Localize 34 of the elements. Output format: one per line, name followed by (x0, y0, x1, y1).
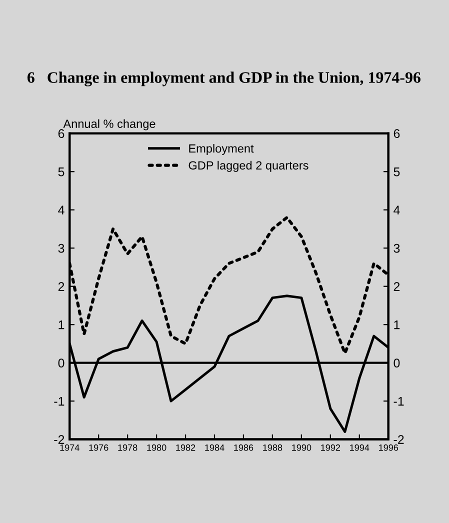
x-tick-label: 1986 (234, 444, 254, 451)
x-tick-label: 1996 (379, 444, 398, 451)
y-tick-label: 6 (58, 129, 64, 138)
y-tick-label: -2 (54, 435, 64, 444)
x-tick-label: 1984 (205, 444, 224, 451)
legend-label: Employment (189, 144, 254, 155)
chart-title: 6 Change in employment and GDP in the Union, 1974-96 (27, 72, 420, 86)
y2-tick-label: 1 (394, 320, 400, 330)
y2-tick-label: 6 (394, 129, 400, 138)
y2-tick-label: -1 (394, 397, 404, 406)
y-axis-title: Annual % change (63, 119, 156, 130)
y-tick-label: 0 (58, 358, 64, 368)
y2-tick-label: 5 (394, 168, 400, 176)
y2-tick-label: 4 (394, 206, 400, 214)
y-tick-label: 5 (58, 168, 64, 176)
x-tick-label: 1988 (263, 444, 282, 451)
x-tick-label: 1978 (118, 444, 138, 451)
x-tick-label: 1990 (292, 444, 312, 451)
x-tick-label: 1980 (147, 444, 166, 451)
y2-tick-label: 2 (394, 282, 400, 291)
x-tick-label: 1982 (176, 444, 196, 451)
y-tick-label: 2 (58, 282, 64, 291)
y-tick-label: 3 (58, 244, 64, 253)
y2-tick-label: 0 (394, 358, 400, 368)
y2-tick-label: -2 (394, 435, 404, 444)
x-tick-label: 1994 (350, 444, 370, 451)
y-tick-label: 1 (58, 320, 64, 330)
y-tick-label: -1 (54, 397, 64, 406)
x-tick-label: 1974 (60, 444, 80, 451)
legend-label: GDP lagged 2 quarters (188, 160, 308, 172)
y2-tick-label: 3 (394, 244, 400, 253)
y-tick-label: 4 (58, 206, 64, 214)
x-tick-label: 1976 (89, 444, 108, 451)
x-tick-label: 1992 (321, 444, 340, 451)
